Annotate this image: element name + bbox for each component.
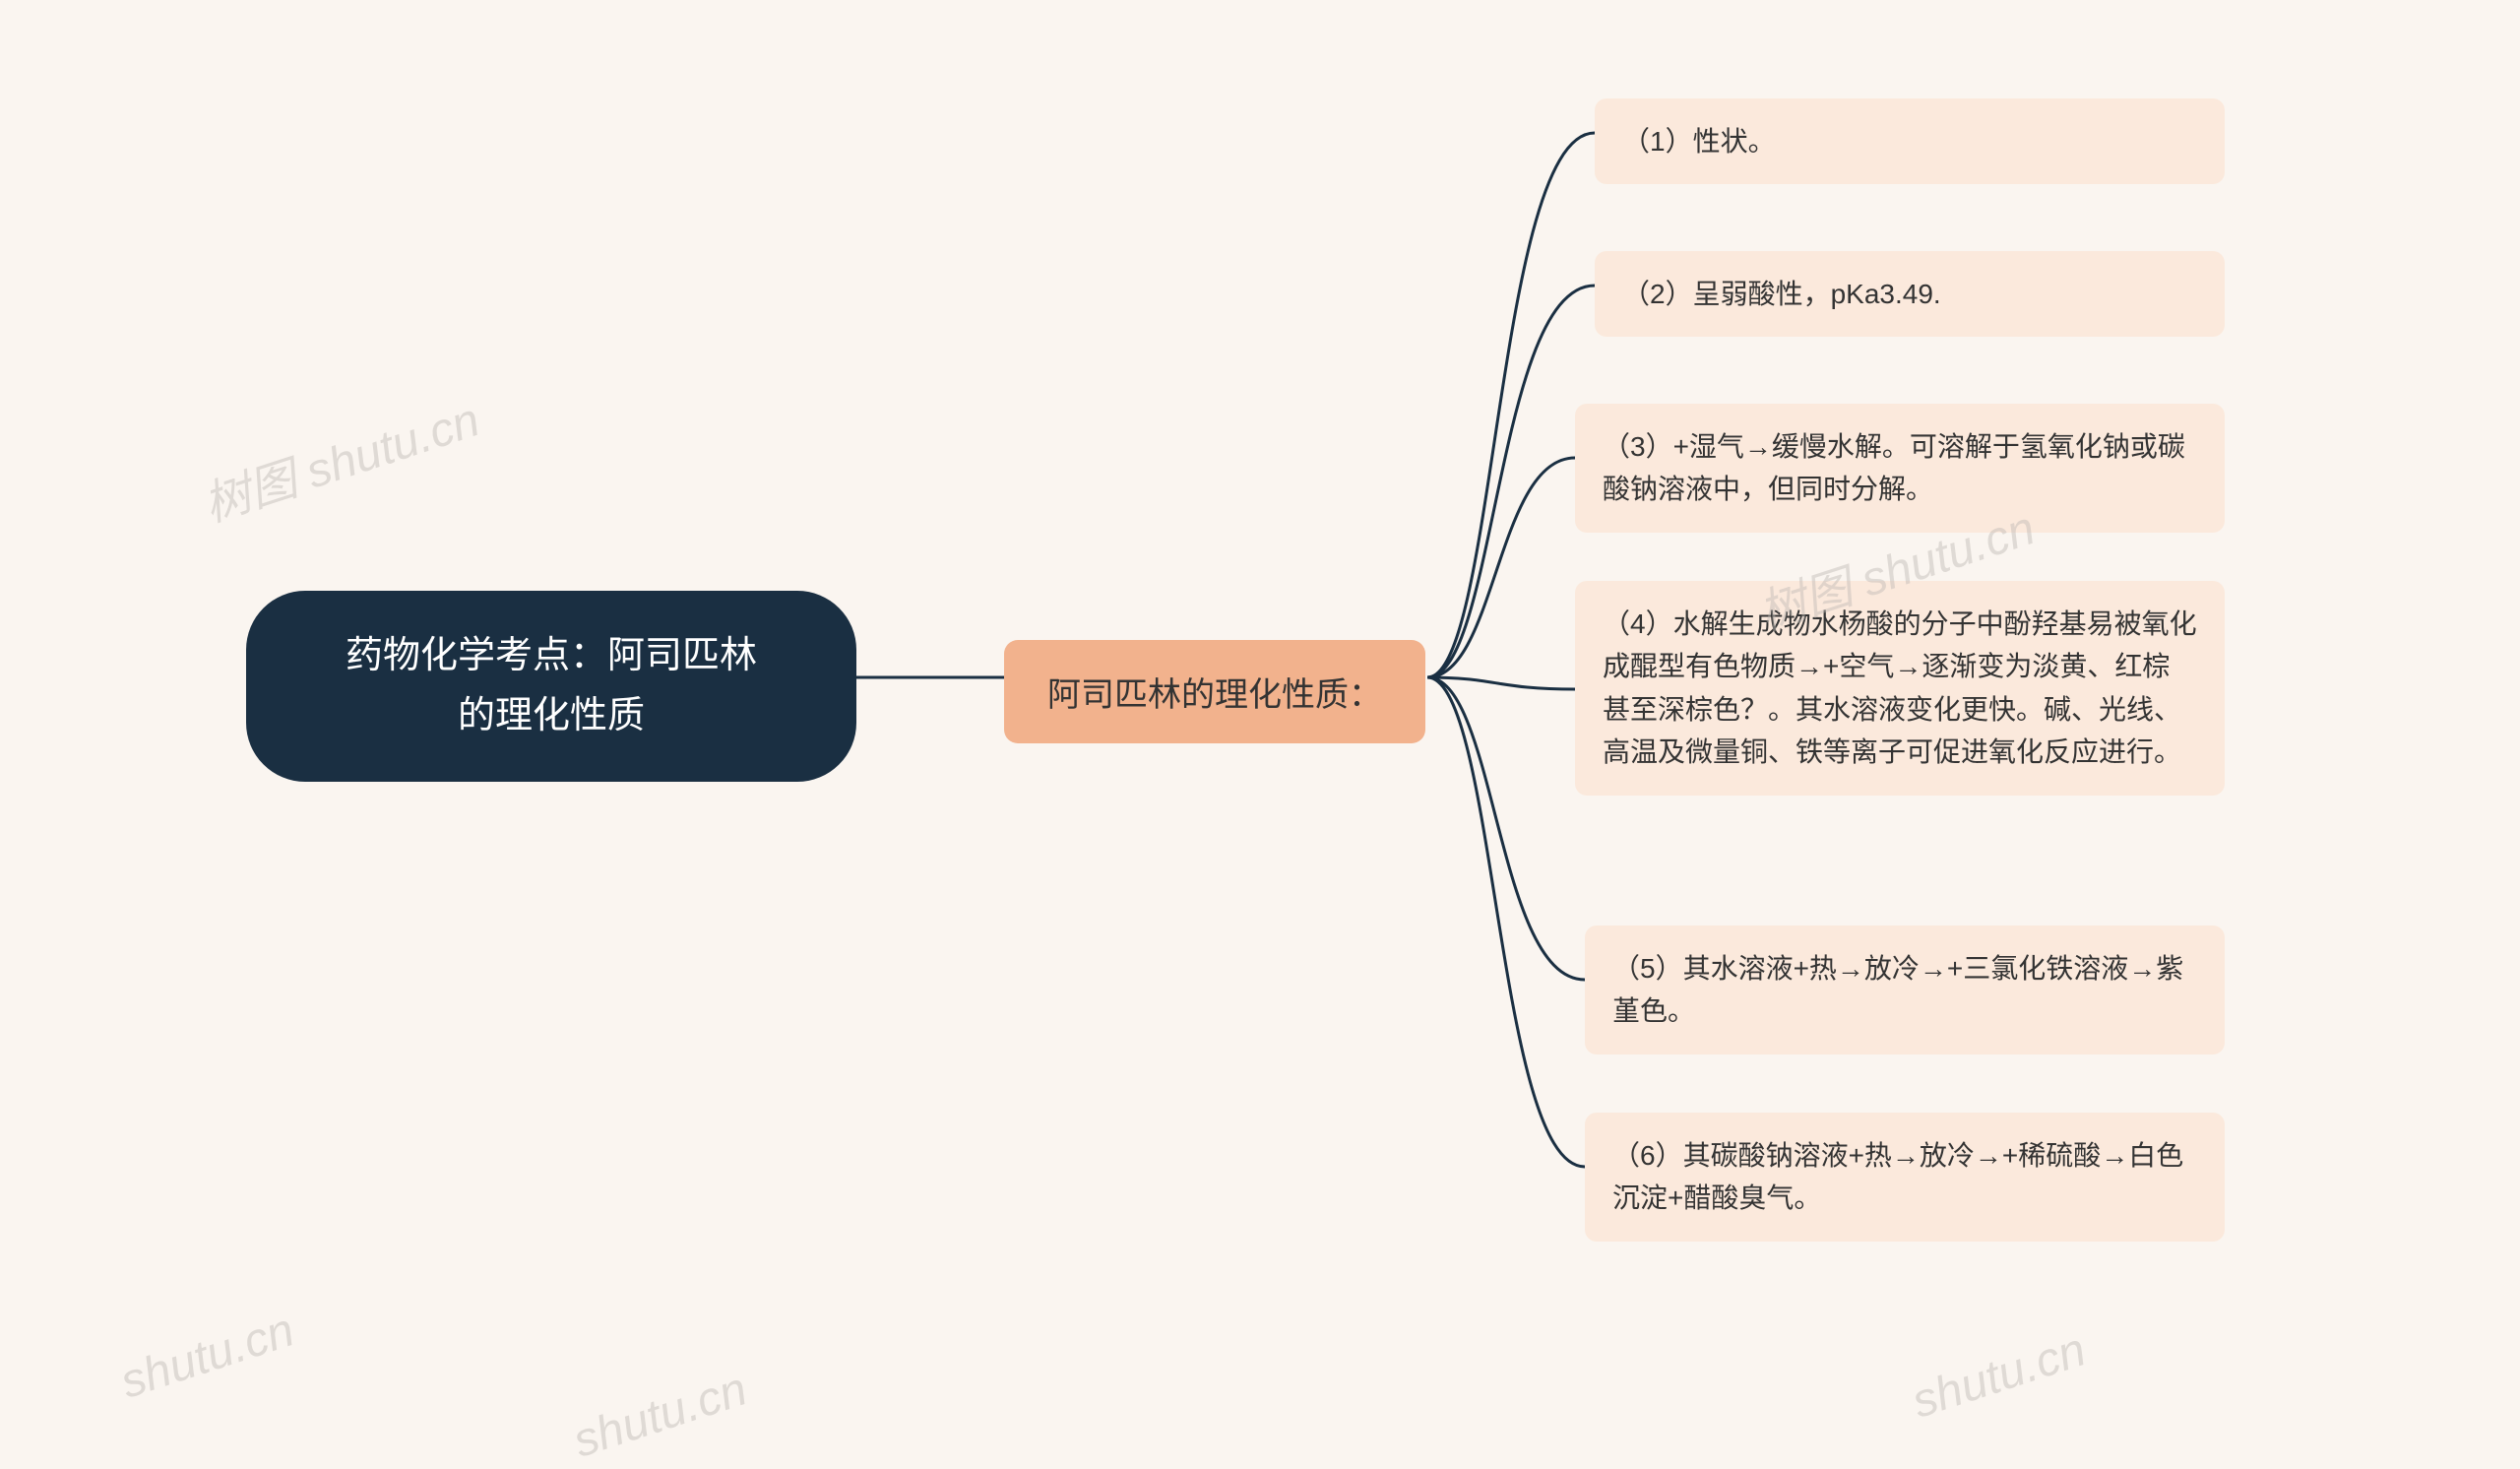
root-node[interactable]: 药物化学考点：阿司匹林 的理化性质 [246,591,856,782]
leaf-node-3[interactable]: （3）+湿气→缓慢水解。可溶解于氢氧化钠或碳酸钠溶液中，但同时分解。 [1575,404,2225,533]
leaf-text: （6）其碳酸钠溶液+热→放冷→+稀硫酸→白色沉淀+醋酸臭气。 [1612,1140,2183,1213]
watermark: shutu.cn [114,1303,301,1409]
leaf-text: （2）呈弱酸性，pKa3.49. [1622,279,1941,309]
leaf-text: （1）性状。 [1622,126,1776,157]
root-line2: 的理化性质 [458,695,645,736]
watermark: shutu.cn [1906,1322,2093,1429]
branch-label: 阿司匹林的理化性质： [1047,676,1382,714]
branch-node[interactable]: 阿司匹林的理化性质： [1004,640,1425,743]
leaf-text: （3）+湿气→缓慢水解。可溶解于氢氧化钠或碳酸钠溶液中，但同时分解。 [1603,431,2185,504]
mindmap-canvas: 药物化学考点：阿司匹林 的理化性质 阿司匹林的理化性质： （1）性状。 （2）呈… [0,0,2520,1403]
leaf-node-2[interactable]: （2）呈弱酸性，pKa3.49. [1595,251,2225,337]
leaf-node-6[interactable]: （6）其碳酸钠溶液+热→放冷→+稀硫酸→白色沉淀+醋酸臭气。 [1585,1113,2225,1242]
root-line1: 药物化学考点：阿司匹林 [346,635,757,676]
leaf-node-4[interactable]: （4）水解生成物水杨酸的分子中酚羟基易被氧化成醌型有色物质→+空气→逐渐变为淡黄… [1575,581,2225,796]
watermark: 树图 shutu.cn [193,381,486,535]
leaf-text: （5）其水溶液+热→放冷→+三氯化铁溶液→紫堇色。 [1612,953,2183,1026]
watermark: shutu.cn [567,1362,754,1468]
leaf-text: （4）水解生成物水杨酸的分子中酚羟基易被氧化成醌型有色物质→+空气→逐渐变为淡黄… [1603,608,2197,767]
leaf-node-1[interactable]: （1）性状。 [1595,98,2225,184]
leaf-node-5[interactable]: （5）其水溶液+热→放冷→+三氯化铁溶液→紫堇色。 [1585,926,2225,1054]
